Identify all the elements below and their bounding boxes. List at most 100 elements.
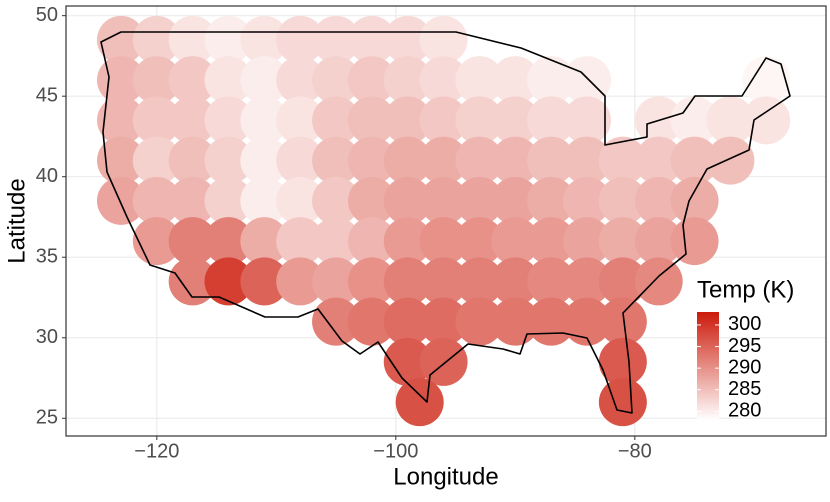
point (491, 56, 540, 105)
legend-title: Temp (K) (697, 276, 794, 303)
point (312, 176, 361, 225)
point (742, 96, 791, 145)
panel-border (65, 5, 827, 437)
points (96, 15, 791, 427)
point (383, 176, 432, 225)
point (312, 257, 361, 306)
colorbar-label: 290 (728, 356, 761, 378)
point (670, 176, 719, 225)
point (742, 56, 791, 105)
point (132, 15, 181, 64)
point (598, 257, 647, 306)
point (419, 56, 468, 105)
point (168, 257, 217, 306)
point (240, 96, 289, 145)
y-tick-label: 45 (36, 84, 58, 106)
point (455, 217, 504, 266)
point (455, 257, 504, 306)
point (347, 297, 396, 346)
point (96, 136, 145, 185)
point (240, 56, 289, 105)
point (240, 136, 289, 185)
point (347, 96, 396, 145)
point (419, 217, 468, 266)
point (563, 136, 612, 185)
point (96, 15, 145, 64)
point (527, 176, 576, 225)
point (598, 297, 647, 346)
point (563, 297, 612, 346)
point (598, 378, 647, 427)
point (204, 56, 253, 105)
point (168, 96, 217, 145)
point (419, 337, 468, 386)
colorbar-label: 300 (728, 313, 761, 335)
point (527, 217, 576, 266)
point (312, 56, 361, 105)
point (312, 15, 361, 64)
point (383, 217, 432, 266)
x-axis-label: Longitude (393, 463, 498, 490)
point (276, 136, 325, 185)
point (634, 136, 683, 185)
point (383, 337, 432, 386)
y-tick-label: 50 (36, 4, 58, 26)
point (527, 257, 576, 306)
point (419, 297, 468, 346)
point (563, 96, 612, 145)
point (276, 257, 325, 306)
point (455, 136, 504, 185)
point (419, 257, 468, 306)
colorbar-label: 280 (728, 400, 761, 422)
point (419, 176, 468, 225)
point (527, 136, 576, 185)
point (527, 56, 576, 105)
point (204, 176, 253, 225)
point (395, 378, 444, 427)
point (383, 136, 432, 185)
point (168, 136, 217, 185)
point (204, 136, 253, 185)
point (96, 96, 145, 145)
point (204, 257, 253, 306)
point (670, 136, 719, 185)
point (383, 56, 432, 105)
point (276, 217, 325, 266)
point (132, 176, 181, 225)
y-tick-label: 30 (36, 326, 58, 348)
x-tick-label: −100 (373, 440, 418, 462)
point (598, 337, 647, 386)
point (276, 56, 325, 105)
point (563, 257, 612, 306)
point (419, 136, 468, 185)
point (168, 15, 217, 64)
point (312, 297, 361, 346)
point (383, 96, 432, 145)
point (598, 136, 647, 185)
point (132, 56, 181, 105)
point (168, 56, 217, 105)
point (240, 217, 289, 266)
point (455, 96, 504, 145)
point (347, 136, 396, 185)
point (419, 15, 468, 64)
point (455, 176, 504, 225)
point (132, 96, 181, 145)
point (491, 96, 540, 145)
point (347, 257, 396, 306)
point (670, 96, 719, 145)
point (347, 176, 396, 225)
point (598, 176, 647, 225)
point (419, 96, 468, 145)
point (563, 176, 612, 225)
point (204, 217, 253, 266)
x-tick-label: −80 (618, 440, 652, 462)
colorbar (697, 312, 719, 420)
point (634, 257, 683, 306)
point (168, 176, 217, 225)
point (598, 217, 647, 266)
point (706, 96, 755, 145)
point (96, 56, 145, 105)
